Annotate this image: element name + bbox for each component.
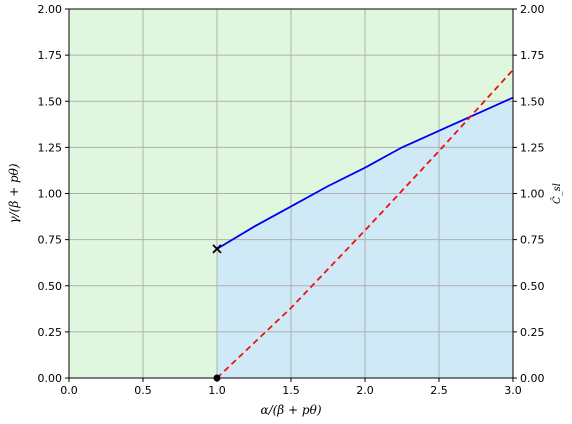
- x-marker: [212, 244, 222, 254]
- y-tick-label: 1.00: [38, 188, 63, 201]
- y-tick-label-right: 0.50: [520, 280, 545, 293]
- blue-solid-series: [216, 96, 514, 250]
- y-tick-label-right: 0.00: [520, 372, 545, 385]
- x-tick-label: 0.0: [60, 384, 78, 397]
- red-dashed-series: [216, 69, 514, 379]
- y-tick-label-right: 2.00: [520, 3, 545, 16]
- x-tick-label: 1.5: [282, 384, 300, 397]
- y-tick-label-right: 1.00: [520, 188, 545, 201]
- y-axis-ticks-left: 0.00 0.25 0.50 0.75 1.00 1.25 1.50 1.75 2.00: [38, 3, 69, 385]
- y-tick-label-right: 0.75: [520, 234, 545, 247]
- y-tick-label: 0.50: [38, 280, 63, 293]
- y-axis-label-left: γ/(β + pθ): [7, 163, 21, 223]
- x-tick-label: 2.0: [356, 384, 374, 397]
- x-axis-ticks: 0.0 0.5 1.0 1.5 2.0 2.5 3.0: [60, 378, 522, 397]
- y-tick-label: 0.25: [38, 326, 63, 339]
- y-tick-label-right: 1.25: [520, 141, 545, 154]
- y-tick-label-right: 1.50: [520, 95, 545, 108]
- y-tick-label-right: 0.25: [520, 326, 545, 339]
- y-tick-label: 1.50: [38, 95, 63, 108]
- y-tick-label: 1.25: [38, 141, 63, 154]
- x-marker-stroke: [212, 244, 222, 254]
- series-lines: [216, 69, 514, 379]
- y-tick-label: 0.00: [38, 372, 63, 385]
- y-tick-label-right: 1.75: [520, 49, 545, 62]
- x-tick-label: 2.5: [430, 384, 448, 397]
- x-axis-label: α/(β + pθ): [260, 403, 321, 417]
- y-tick-label: 0.75: [38, 234, 63, 247]
- y-tick-label: 1.75: [38, 49, 63, 62]
- y-axis-label-right: Ĉ_sl: [551, 183, 563, 204]
- x-tick-label: 0.5: [134, 384, 152, 397]
- y-axis-ticks-right: 0.00 0.25 0.50 0.75 1.00 1.25 1.50 1.75 2.00: [513, 3, 545, 385]
- x-tick-label: 3.0: [504, 384, 522, 397]
- y-tick-label: 2.00: [38, 3, 63, 16]
- x-tick-label: 1.0: [208, 384, 226, 397]
